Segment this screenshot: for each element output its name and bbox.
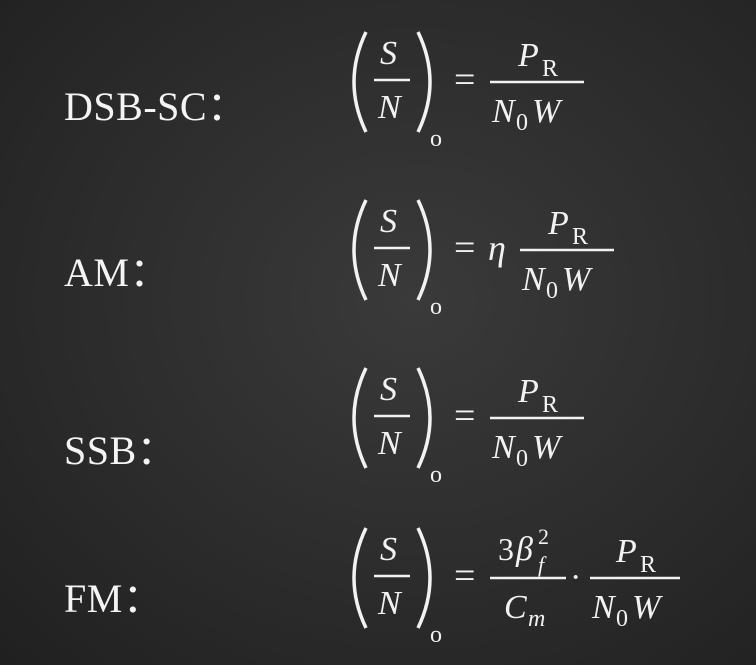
rhs-denominator-tail: W [532,93,563,130]
lhs-numerator: S [380,531,397,568]
rhs-denominator-subscript: 0 [516,446,528,472]
lhs-subscript: o [430,126,442,152]
fm-numerator-subscript: f [538,552,547,577]
rhs-numerator-subscript: R [542,56,558,82]
formula-svg: S N o = η P R N 0 W [352,199,614,320]
eta-coefficient: η [488,228,506,268]
rhs-denominator: N [591,589,617,626]
equation-row-am: AM： S N o = η P R N 0 W [0,188,756,328]
rhs-denominator-tail: W [632,589,663,626]
rhs-denominator-tail: W [562,261,593,298]
row-label: AM： [64,250,170,295]
lhs-numerator: S [380,371,397,408]
snr-formula: S N o = η P R N 0 W [338,188,738,328]
snr-formula: S N o = P R N 0 W [338,356,738,496]
fm-numerator-superscript: 2 [538,524,549,549]
rhs-denominator: N [491,429,517,466]
fm-denominator: C [504,589,527,626]
rhs-numerator-subscript: R [542,392,558,418]
right-paren [416,31,432,133]
rhs-denominator-subscript: 0 [616,606,628,632]
row-label: DSB-SC： [64,84,248,129]
row-label: FM： [64,576,164,621]
rhs-numerator-subscript: R [640,552,656,578]
left-paren [352,367,368,469]
lhs-numerator: S [380,35,397,72]
equals-sign: = [454,59,475,101]
snr-formula: S N o = P R N 0 W [338,20,738,160]
rhs-numerator: P [517,373,539,410]
rhs-numerator-subscript: R [572,224,588,250]
left-paren [352,527,368,629]
lhs-denominator: N [377,89,403,126]
equation-row-fm: FM： S N o = 3 β 2 f C m · P [0,516,756,656]
left-paren [352,31,368,133]
formula-svg: S N o = P R N 0 W [352,367,584,488]
rhs-denominator: N [521,261,547,298]
left-paren [352,199,368,301]
equation-row-ssb: SSB： S N o = P R N 0 W [0,356,756,496]
lhs-subscript: o [430,294,442,320]
formula-svg: S N o = P R N 0 W [352,31,584,152]
rhs-numerator: P [547,205,569,242]
multiply-dot: · [570,559,581,596]
lhs-denominator: N [377,585,403,622]
snr-formula: S N o = 3 β 2 f C m · P R N 0 [338,516,738,656]
rhs-denominator-subscript: 0 [516,110,528,136]
fm-numerator-beta: β [515,531,533,568]
rhs-denominator-tail: W [532,429,563,466]
fm-denominator-subscript: m [528,606,545,632]
equals-sign: = [454,227,475,269]
rhs-denominator-subscript: 0 [546,278,558,304]
equals-sign: = [454,555,475,597]
lhs-subscript: o [430,462,442,488]
right-paren [416,199,432,301]
lhs-numerator: S [380,203,397,240]
equals-sign: = [454,395,475,437]
rhs-denominator: N [491,93,517,130]
lhs-subscript: o [430,622,442,648]
right-paren [416,367,432,469]
rhs-numerator: P [517,37,539,74]
rhs-numerator: P [615,533,637,570]
lhs-denominator: N [377,425,403,462]
right-paren [416,527,432,629]
row-label: SSB： [64,428,178,473]
lhs-denominator: N [377,257,403,294]
formula-svg: S N o = 3 β 2 f C m · P R N 0 [352,524,680,648]
equation-row-dsb-sc: DSB-SC： S N o = P R N 0 W [0,20,756,160]
fm-numerator-coef: 3 [498,531,514,567]
